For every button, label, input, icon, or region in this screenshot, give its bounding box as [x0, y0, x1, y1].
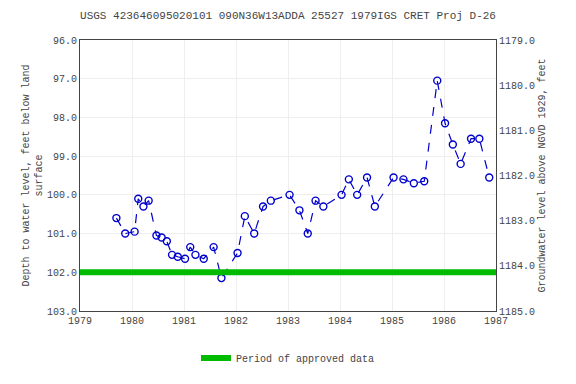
- svg-text:1982: 1982: [224, 316, 248, 327]
- svg-text:99.0: 99.0: [53, 152, 77, 163]
- svg-text:Depth to water level, feet bel: Depth to water level, feet below landsur…: [21, 64, 45, 286]
- svg-text:1983: 1983: [276, 316, 300, 327]
- svg-text:1984: 1984: [328, 316, 352, 327]
- svg-text:1986: 1986: [432, 316, 456, 327]
- svg-text:1184.0: 1184.0: [499, 261, 535, 272]
- svg-text:1181.0: 1181.0: [499, 126, 535, 137]
- svg-text:97.0: 97.0: [53, 74, 77, 85]
- svg-text:Groundwater level above NGVD 1: Groundwater level above NGVD 1929, feet: [537, 58, 548, 292]
- svg-text:USGS 423646095020101 090N36W13: USGS 423646095020101 090N36W13ADDA 25527…: [80, 10, 496, 22]
- svg-text:102.0: 102.0: [47, 268, 77, 279]
- svg-text:Period of approved data: Period of approved data: [236, 354, 374, 365]
- svg-text:98.0: 98.0: [53, 113, 77, 124]
- svg-text:1183.0: 1183.0: [499, 216, 535, 227]
- svg-text:1180.0: 1180.0: [499, 81, 535, 92]
- svg-text:101.0: 101.0: [47, 229, 77, 240]
- svg-text:103.0: 103.0: [47, 307, 77, 318]
- svg-text:1980: 1980: [120, 316, 144, 327]
- svg-text:1185.0: 1185.0: [499, 307, 535, 318]
- svg-text:1981: 1981: [172, 316, 196, 327]
- svg-text:1179.0: 1179.0: [499, 36, 535, 47]
- svg-text:1979: 1979: [68, 316, 92, 327]
- svg-text:1985: 1985: [380, 316, 404, 327]
- svg-text:1182.0: 1182.0: [499, 171, 535, 182]
- svg-text:96.0: 96.0: [53, 36, 77, 47]
- svg-text:1987: 1987: [484, 316, 508, 327]
- svg-text:100.0: 100.0: [47, 190, 77, 201]
